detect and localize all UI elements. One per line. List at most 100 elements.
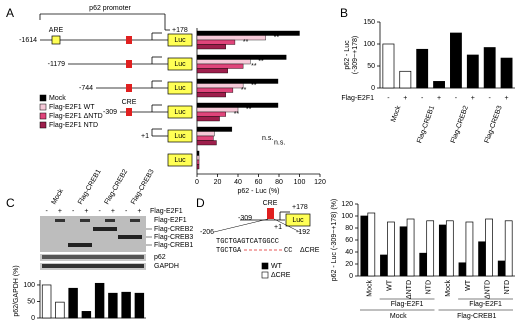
y-tick-label: 100 (363, 41, 375, 48)
subgroup-label: Flag-E2F1 (469, 301, 502, 308)
y-tick-label: 150 (363, 19, 375, 26)
panel-label: C (6, 196, 15, 210)
group-label: Flag-CREB3 (484, 105, 504, 144)
bar (406, 218, 415, 277)
panel-label: B (340, 6, 348, 20)
cre-label: CRE (263, 200, 278, 207)
lane-label: Flag-CREB1 (77, 168, 103, 206)
legend-label: Flag-E2F1 NTD (49, 122, 98, 129)
bar (497, 260, 506, 277)
right-pos: -192 (296, 229, 310, 236)
lane-label: Flag-CREB2 (104, 168, 130, 206)
cre-box (126, 36, 132, 44)
legend-swatch (261, 262, 269, 270)
bar (196, 63, 244, 69)
bar (41, 284, 52, 319)
x-tick-label: 20 (214, 179, 222, 186)
luc-label: Luc (174, 37, 186, 44)
x-axis-label: p62 - Luc (%) (237, 188, 279, 195)
x-tick-label: 100 (294, 179, 306, 186)
del-sequence: TGCTGA (216, 247, 242, 255)
bar (196, 35, 266, 41)
bar (445, 220, 454, 277)
cre-box (126, 84, 132, 92)
x-tick-label: ΔNTD (484, 280, 491, 299)
bar (196, 155, 200, 161)
bar (196, 44, 226, 50)
y-tick-label: 20 (345, 261, 353, 268)
bar (196, 140, 217, 146)
bar (196, 164, 200, 170)
legend-label: ΔCRE (271, 272, 291, 279)
end-label: +178 (292, 204, 308, 211)
band-label: GAPDH (154, 263, 179, 270)
group-label: Mock (390, 104, 402, 123)
bar (500, 57, 513, 89)
band-label: Flag-CREB2 (154, 226, 193, 233)
are-box (51, 35, 61, 45)
blot-sign: - (98, 208, 101, 215)
bar (399, 226, 408, 277)
construct-label: -1179 (48, 61, 65, 68)
y-tick-label: 80 (345, 225, 353, 232)
bar (426, 220, 435, 277)
wt-sequence: TGCTGAGTCATGGCC (216, 238, 279, 246)
luc-label: Luc (174, 109, 186, 116)
bar (196, 54, 287, 60)
significance: ** (241, 87, 247, 94)
lane-label: Mock (51, 188, 66, 206)
bar (94, 282, 105, 319)
line (273, 218, 301, 233)
construct-label: -309 (103, 109, 117, 116)
bar (382, 43, 395, 89)
y-tick-label: 50 (367, 63, 375, 70)
bar (196, 116, 220, 122)
x-tick-label: 120 (314, 179, 326, 186)
bar (196, 159, 200, 165)
blot-sign: + (111, 208, 115, 215)
bar (121, 291, 131, 319)
blot-sign: - (125, 208, 128, 215)
significance: n.s. (262, 135, 273, 142)
bar (450, 32, 462, 89)
bar (196, 92, 226, 98)
bar (367, 212, 376, 277)
legend-label: Flag-E2F1 WT (49, 104, 95, 111)
x-tick-label: ΔNTD (406, 280, 413, 299)
band-label: Flag-CREB1 (154, 242, 193, 249)
y-tick-label: 0 (371, 85, 375, 92)
group-label: Flag-CREB1 (416, 105, 436, 144)
band-label: p62 (154, 254, 166, 261)
significance: ** (251, 83, 257, 90)
bar (380, 254, 388, 277)
blot-image (40, 216, 146, 270)
x-tick-label: NTD (426, 280, 433, 294)
luc-box (167, 153, 193, 167)
bar (196, 83, 244, 89)
y-tick-label: 60 (345, 237, 353, 244)
blot-sign: + (58, 208, 62, 215)
start-label: -309 (238, 215, 252, 222)
bar (196, 107, 239, 113)
del-name: ΔCRE (300, 247, 320, 254)
construct-label: +1 (141, 133, 149, 140)
x-tick-label: + (471, 95, 475, 102)
blot-sign: + (84, 208, 88, 215)
bar (360, 215, 369, 277)
significance: ** (243, 39, 249, 46)
bar (433, 81, 445, 89)
y-tick-label: 50 (27, 298, 35, 305)
lane-label: Flag-CREB3 (130, 168, 156, 206)
bar (196, 150, 200, 156)
x-tick-label: 40 (234, 179, 242, 186)
bar (196, 78, 279, 84)
luc-box (285, 213, 311, 227)
bar (416, 48, 429, 89)
legend-swatch (39, 112, 47, 120)
bar (483, 47, 496, 89)
left-pos: -206 (200, 229, 214, 236)
panel-label: A (6, 6, 14, 20)
y-tick-label: 0 (31, 315, 35, 322)
subgroup-label: Flag-E2F1 (391, 301, 424, 308)
x-tick-label: 0 (195, 179, 199, 186)
